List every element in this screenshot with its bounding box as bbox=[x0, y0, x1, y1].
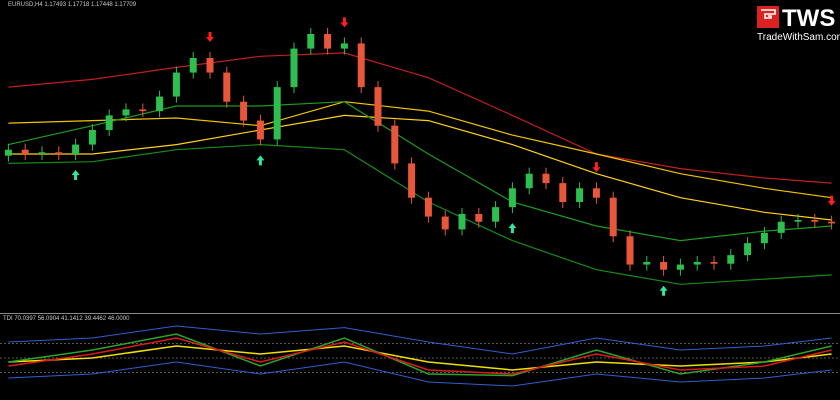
candle-body bbox=[727, 255, 735, 264]
candle-body bbox=[307, 34, 315, 49]
logo: TWS TradeWithSam.com bbox=[757, 5, 840, 43]
band-line bbox=[8, 101, 832, 242]
candle-body bbox=[290, 48, 298, 88]
candle-body bbox=[475, 214, 483, 222]
candle-body bbox=[256, 120, 264, 140]
candle-body bbox=[828, 221, 836, 224]
sell-arrow bbox=[592, 162, 601, 173]
candle-body bbox=[592, 188, 600, 198]
candle-body bbox=[710, 262, 718, 264]
tdi-line bbox=[8, 325, 832, 355]
candle-body bbox=[105, 115, 113, 130]
candle-body bbox=[357, 43, 365, 88]
candle-body bbox=[139, 109, 147, 112]
buy-arrow bbox=[659, 285, 668, 296]
candle-body bbox=[794, 220, 802, 222]
candle-body bbox=[525, 173, 533, 189]
buy-arrow bbox=[71, 170, 80, 180]
candle-body bbox=[760, 232, 768, 244]
band-line bbox=[8, 52, 832, 184]
candle-body bbox=[38, 152, 46, 154]
buy-arrow bbox=[256, 155, 265, 166]
candle-body bbox=[156, 96, 164, 112]
candle-body bbox=[21, 149, 29, 154]
logo-site: TradeWithSam.com bbox=[757, 32, 840, 43]
candle-body bbox=[458, 214, 466, 230]
candle-body bbox=[693, 262, 701, 265]
candle-body bbox=[542, 173, 550, 184]
candle-body bbox=[324, 34, 332, 49]
candle-body bbox=[273, 87, 281, 140]
indicator-title: TDI 70.0397 56.0904 41.1412 39.4462 46.0… bbox=[3, 316, 130, 322]
candle-body bbox=[55, 152, 63, 154]
candle-body bbox=[643, 262, 651, 265]
candle-body bbox=[626, 236, 634, 265]
candle-body bbox=[122, 109, 130, 116]
candle-body bbox=[340, 43, 348, 49]
logo-text: TWS bbox=[782, 5, 835, 32]
candle-body bbox=[609, 197, 617, 237]
band-line bbox=[8, 101, 832, 199]
candle-body bbox=[189, 58, 197, 73]
candle-body bbox=[172, 72, 180, 97]
candle-body bbox=[744, 243, 752, 256]
candle-body bbox=[559, 183, 567, 202]
candle-body bbox=[676, 264, 684, 270]
candle-body bbox=[4, 149, 12, 156]
candle-body bbox=[391, 125, 399, 164]
sell-arrow bbox=[206, 32, 214, 42]
candle-body bbox=[492, 207, 500, 222]
band-line bbox=[8, 114, 832, 221]
candle-body bbox=[206, 58, 214, 73]
logo-icon bbox=[757, 6, 779, 28]
logo-icon-maze bbox=[761, 9, 776, 19]
candle-body bbox=[660, 262, 668, 270]
candle-body bbox=[223, 72, 231, 102]
candle-body bbox=[811, 220, 819, 222]
candle-body bbox=[374, 87, 382, 126]
candle-body bbox=[576, 188, 584, 202]
sell-arrow bbox=[827, 195, 836, 206]
candle-body bbox=[88, 130, 96, 145]
candle-body bbox=[777, 221, 785, 233]
candle-body bbox=[441, 216, 449, 230]
candle-body bbox=[424, 197, 432, 217]
chart-title: EURUSD,H4 1.17493 1.17718 1.17448 1.1770… bbox=[8, 2, 137, 8]
tdi-line bbox=[8, 333, 832, 377]
tdi-line bbox=[8, 337, 832, 375]
tdi-line bbox=[8, 345, 832, 371]
buy-arrow bbox=[508, 223, 517, 234]
candle-body bbox=[408, 163, 416, 198]
candle-body bbox=[240, 101, 248, 121]
candle-body bbox=[508, 188, 516, 208]
candle-body bbox=[72, 144, 80, 154]
tdi-line bbox=[8, 361, 832, 387]
sell-arrow bbox=[340, 17, 349, 28]
